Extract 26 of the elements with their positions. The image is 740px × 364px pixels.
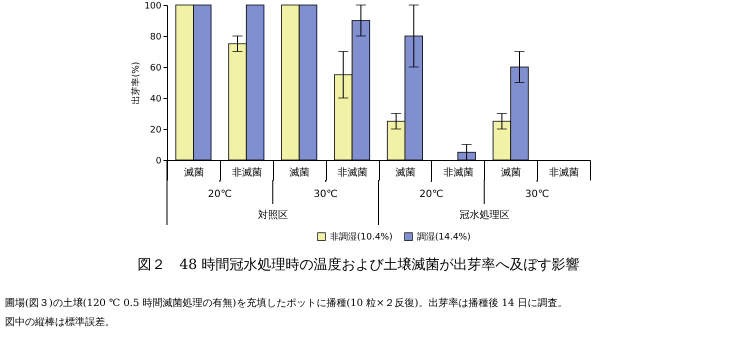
x-tick-label: 滅菌 [395,166,416,178]
x-tick-label: 非滅菌 [232,166,262,178]
text: 20℃ [419,189,444,200]
x-tick-label: 非滅菌 [338,166,368,178]
x-tick-label: 非滅菌 [443,166,474,178]
text: 図２ 48 時間冠水処理時の温度および土壌滅菌が出芽率へ及ぼす影響 [137,257,580,273]
y-tick-label: 100 [144,2,162,12]
x-tick-label: 非滅菌 [549,166,580,178]
text: 30℃ [525,189,550,200]
x-tick-label: 滅菌 [184,166,204,178]
x-tick-label: 滅菌 [290,166,310,178]
x-tick-label: 滅菌 [501,166,522,178]
text: 30℃ [314,189,338,200]
y-axis-title: 出芽率(%) [130,62,142,104]
y-tick-label: 40 [150,94,162,104]
text: 圃場(図３)の土壌(120 ℃ 0.5 時間滅菌処理の有無)を充填したポットに播種(10 粒×２反復)。出芽率は播種後 14 日に調査。 [5,297,568,309]
text: 図中の縦棒は標準誤差。 [5,316,115,328]
text: 対照区 [258,209,288,221]
y-tick-label: 20 [150,126,162,136]
y-tick-label: 80 [150,32,162,42]
legend-label: 調湿(14.4%) [417,232,471,243]
legend-label: 非調湿(10.4%) [330,232,393,243]
text: 20℃ [208,189,232,200]
y-tick-label: 0 [156,156,162,166]
y-tick-label: 60 [150,64,162,74]
text: 冠水処理区 [459,209,510,221]
